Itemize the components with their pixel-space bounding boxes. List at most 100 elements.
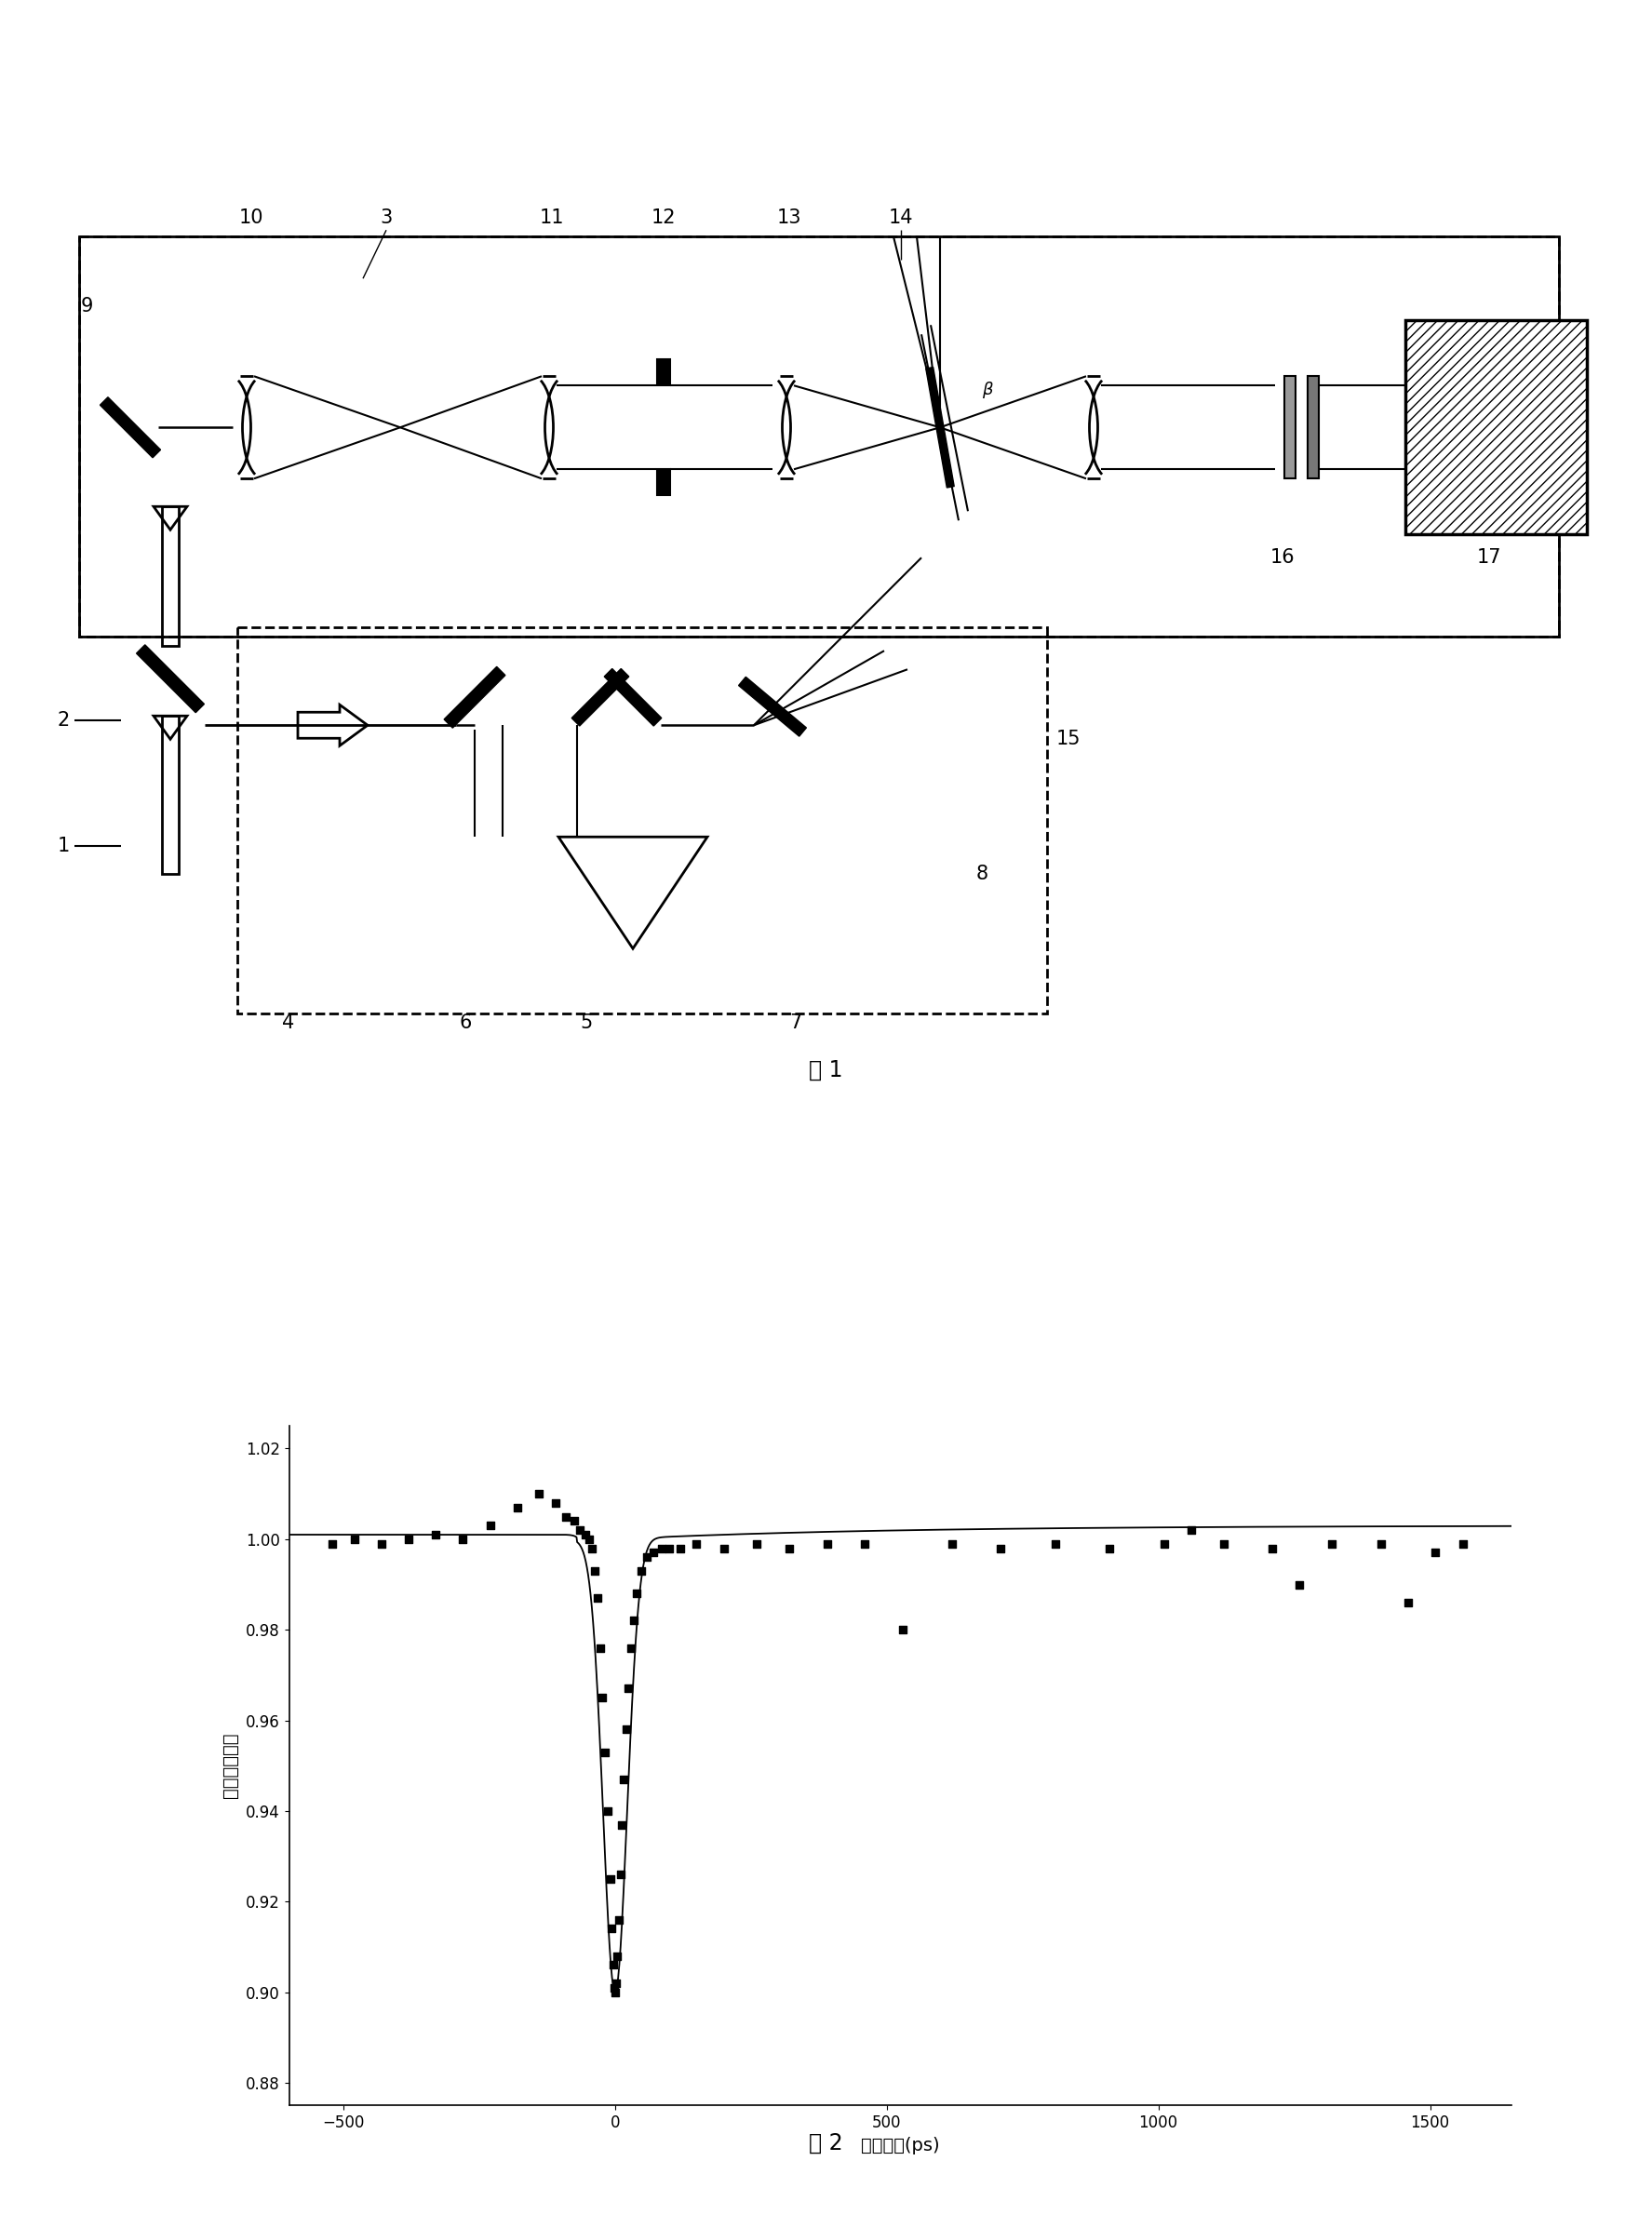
Text: 16: 16 [1270, 548, 1295, 566]
Point [553, 1499, 580, 1535]
Bar [162, 715, 178, 873]
Bar [79, 236, 1559, 637]
Point [449, 1522, 476, 1557]
Point [601, 1974, 628, 2010]
Point [615, 1671, 641, 1707]
Point [710, 1531, 737, 1566]
Point [621, 1602, 648, 1638]
Point [852, 1526, 879, 1562]
Text: 5: 5 [580, 1014, 593, 1032]
Text: 13: 13 [776, 209, 801, 227]
Text: 图 1: 图 1 [808, 1058, 843, 1081]
Polygon shape [572, 668, 629, 726]
Point [1178, 1513, 1204, 1548]
Point [1318, 1526, 1345, 1562]
Point [684, 1526, 710, 1562]
Point [504, 1491, 530, 1526]
Point [595, 1794, 621, 1829]
Point [776, 1531, 803, 1566]
X-axis label: 延迟时间(ps): 延迟时间(ps) [861, 2137, 940, 2154]
Point [562, 1504, 588, 1540]
Point [586, 1631, 613, 1667]
Bar [1308, 377, 1318, 479]
Point [1396, 1584, 1422, 1620]
Bar [238, 628, 1047, 1014]
Point [577, 1522, 603, 1557]
Point [938, 1526, 965, 1562]
Point [667, 1531, 694, 1566]
Point [603, 1965, 629, 2001]
Text: 10: 10 [240, 209, 264, 227]
Polygon shape [444, 666, 506, 729]
Y-axis label: 归一化透射率: 归一化透射率 [221, 1733, 240, 1798]
Text: 6: 6 [459, 1014, 471, 1032]
Point [423, 1517, 449, 1553]
Point [582, 1553, 608, 1589]
Text: $\beta$: $\beta$ [981, 381, 995, 401]
Text: 7: 7 [790, 1014, 801, 1032]
Point [598, 1912, 624, 1947]
Text: 17: 17 [1477, 548, 1502, 566]
Point [1042, 1526, 1069, 1562]
Text: 8: 8 [976, 864, 988, 885]
Point [611, 1762, 638, 1798]
Point [601, 1970, 628, 2005]
Bar [1284, 377, 1295, 479]
Point [606, 1903, 633, 1938]
Point [395, 1522, 421, 1557]
Polygon shape [925, 368, 955, 488]
Polygon shape [605, 668, 661, 726]
Point [368, 1526, 395, 1562]
Polygon shape [137, 644, 205, 713]
Point [319, 1526, 345, 1562]
Bar [162, 506, 178, 646]
Point [613, 1711, 639, 1747]
Point [814, 1526, 841, 1562]
Point [639, 1535, 666, 1571]
Point [633, 1540, 659, 1575]
Point [988, 1531, 1014, 1566]
Point [567, 1513, 593, 1548]
Point [583, 1580, 610, 1615]
Point [743, 1526, 770, 1562]
Point [542, 1486, 568, 1522]
Text: 4: 4 [282, 1014, 294, 1032]
Point [890, 1611, 917, 1646]
Point [596, 1860, 623, 1896]
Point [628, 1553, 654, 1589]
Point [1259, 1531, 1285, 1566]
Text: 2: 2 [58, 711, 69, 731]
Point [610, 1807, 636, 1843]
Point [1422, 1535, 1449, 1571]
Point [1211, 1526, 1237, 1562]
Bar [657, 359, 671, 385]
Text: 11: 11 [540, 209, 565, 227]
Point [608, 1856, 634, 1892]
Text: 9: 9 [81, 296, 93, 316]
Point [618, 1631, 644, 1667]
Point [477, 1508, 504, 1544]
Point [600, 1947, 626, 1983]
Point [1449, 1526, 1475, 1562]
Point [1097, 1531, 1123, 1566]
Point [572, 1517, 598, 1553]
Point [590, 1680, 616, 1716]
Text: 3: 3 [380, 209, 393, 227]
Bar [657, 470, 671, 495]
Point [605, 1938, 631, 1974]
Polygon shape [738, 677, 806, 735]
Text: 15: 15 [1056, 731, 1080, 749]
Point [591, 1733, 618, 1769]
Point [525, 1475, 552, 1511]
Point [1368, 1526, 1394, 1562]
Point [340, 1522, 367, 1557]
Bar [1406, 321, 1588, 535]
Text: 图 2: 图 2 [809, 2132, 843, 2154]
Point [656, 1531, 682, 1566]
Point [623, 1575, 649, 1611]
Point [648, 1531, 674, 1566]
Point [1151, 1526, 1178, 1562]
Text: 12: 12 [651, 209, 676, 227]
Point [580, 1531, 606, 1566]
Text: 14: 14 [889, 209, 914, 227]
